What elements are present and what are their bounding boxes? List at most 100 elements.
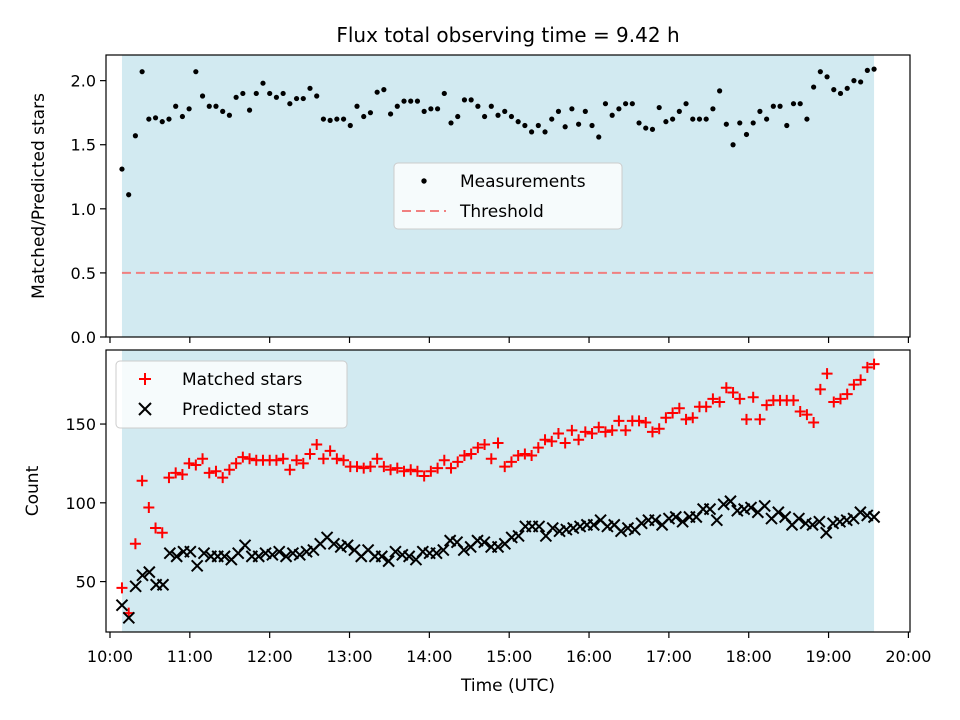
measurement-point [831, 87, 837, 93]
top-legend-box [393, 162, 623, 230]
legend-threshold-label: Threshold [459, 202, 544, 222]
predicted-star-point [546, 521, 559, 535]
measurement-point [401, 98, 407, 104]
predicted-star-point [478, 535, 491, 549]
measurement-point [146, 116, 152, 122]
predicted-stars-points [115, 495, 881, 625]
measurement-point [757, 108, 763, 114]
measurement-points [119, 66, 877, 198]
predicted-star-point [341, 539, 354, 552]
predicted-star-point [813, 515, 826, 528]
predicted-star-point [170, 550, 183, 563]
predicted-star-point [293, 548, 306, 562]
matched-star-point [593, 421, 605, 433]
measurement-point [139, 69, 145, 75]
matched-star-point [297, 457, 309, 469]
predicted-star-point [190, 559, 204, 573]
measurement-point [213, 103, 219, 109]
matched-star-point [848, 379, 860, 391]
matched-star-point [210, 465, 222, 477]
x-tick-label: 18:00 [726, 647, 772, 666]
matched-star-point [539, 434, 551, 446]
matched-star-point [787, 394, 799, 406]
matched-star-point [673, 402, 685, 414]
top-plot-frame [105, 54, 911, 338]
measurement-point [670, 116, 676, 122]
measurement-point [488, 103, 494, 109]
measurement-point [287, 101, 293, 107]
matched-star-point [358, 462, 370, 474]
measurement-point [179, 113, 186, 120]
measurement-point [663, 119, 669, 125]
chart-title: Flux total observing time = 9.42 h [336, 23, 679, 47]
bottom-y-axis: 50 100 150 [65, 415, 106, 592]
measurement-point [797, 101, 803, 107]
measurement-point [314, 93, 320, 99]
measurement-point [455, 113, 461, 120]
matched-star-point [136, 475, 148, 487]
measurement-point [300, 95, 306, 102]
matched-star-point [814, 383, 826, 395]
matched-star-point [841, 388, 853, 400]
measurement-point [233, 94, 239, 100]
matched-star-point [230, 457, 242, 469]
measurement-point [696, 116, 703, 122]
measurement-point [434, 106, 441, 112]
matched-star-point [163, 472, 175, 484]
matched-star-point [277, 453, 289, 465]
measurement-point [441, 90, 447, 97]
measurement-point [119, 166, 125, 172]
measurement-point [690, 116, 696, 122]
x-tick-label: 19:00 [806, 647, 852, 666]
matched-star-point [398, 465, 410, 477]
matched-star-point [378, 461, 390, 473]
matched-star-point [512, 450, 524, 462]
x-tick-label: 13:00 [326, 647, 372, 666]
matched-star-point [465, 448, 477, 460]
measurement-point [381, 87, 387, 93]
predicted-star-point [512, 529, 525, 543]
measurement-point [649, 126, 656, 132]
matched-star-point [217, 472, 229, 484]
matched-star-point [183, 457, 195, 469]
top-y-tick-label: 0.0 [71, 328, 96, 347]
matched-star-point [223, 464, 235, 476]
measurement-point [475, 103, 481, 109]
matched-star-point [190, 459, 202, 471]
matched-star-point [351, 461, 363, 473]
measurement-point [764, 116, 770, 122]
matched-star-point [519, 448, 531, 460]
predicted-star-point [710, 513, 724, 527]
matched-star-point [667, 407, 679, 419]
predicted-star-point [389, 545, 402, 558]
predicted-star-point [402, 550, 416, 563]
matched-star-point [532, 442, 544, 454]
matched-star-point [317, 453, 329, 465]
measurement-point [623, 101, 629, 107]
top-legend: Measurements Threshold [393, 162, 623, 230]
measurement-point [260, 80, 266, 86]
measurement-point [643, 125, 649, 131]
measurement-point [193, 69, 199, 75]
matched-star-point [660, 412, 672, 424]
matched-star-point [492, 437, 504, 449]
predicted-star-point [744, 501, 758, 514]
measurement-point [562, 124, 568, 130]
predicted-star-point [772, 506, 785, 519]
measurement-point [448, 120, 454, 126]
measurement-point [334, 116, 340, 122]
measurement-point [777, 103, 783, 109]
measurement-point [616, 106, 622, 112]
measurement-point [864, 67, 870, 73]
measurement-point [811, 84, 817, 90]
measurement-point [609, 112, 615, 118]
measurement-point [582, 108, 588, 114]
matched-star-point [687, 412, 699, 424]
measurement-point [515, 119, 521, 125]
predicted-star-point [279, 550, 293, 563]
matched-star-point [801, 409, 813, 421]
top-y-tick-label: 0.5 [71, 264, 96, 283]
matched-star-point [740, 413, 752, 425]
predicted-star-point [649, 513, 662, 527]
